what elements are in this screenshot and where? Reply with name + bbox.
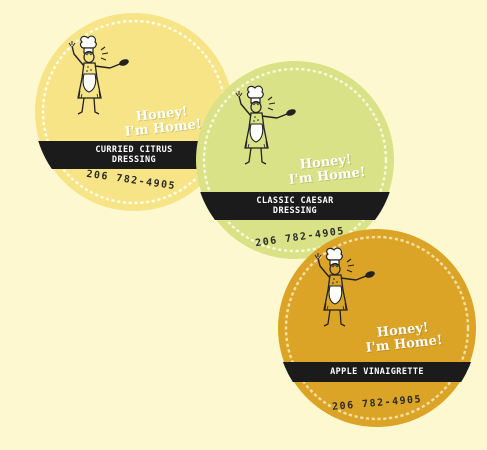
product-name-line2: DRESSING [272, 206, 318, 216]
chef-woman-figure-icon [68, 35, 131, 115]
product-name-line1: CURRIED CITRUS [95, 145, 173, 155]
chef-woman-figure-icon [235, 85, 298, 165]
product-name-line1: CLASSIC CAESAR [256, 196, 334, 206]
product-name-line2: DRESSING [111, 155, 157, 165]
label-apple-vinaigrette: Honey! I'm Home! APPLE VINAIGRETTE 206 7… [277, 228, 477, 428]
label-classic-caesar: Honey! I'm Home! CLASSIC CAESAR DRESSING… [195, 60, 395, 260]
product-name-line1: APPLE VINAIGRETTE [330, 367, 424, 377]
product-band: APPLE VINAIGRETTE [277, 362, 477, 382]
product-band: CLASSIC CAESAR DRESSING [195, 192, 395, 220]
chef-woman-figure-icon [314, 247, 377, 327]
